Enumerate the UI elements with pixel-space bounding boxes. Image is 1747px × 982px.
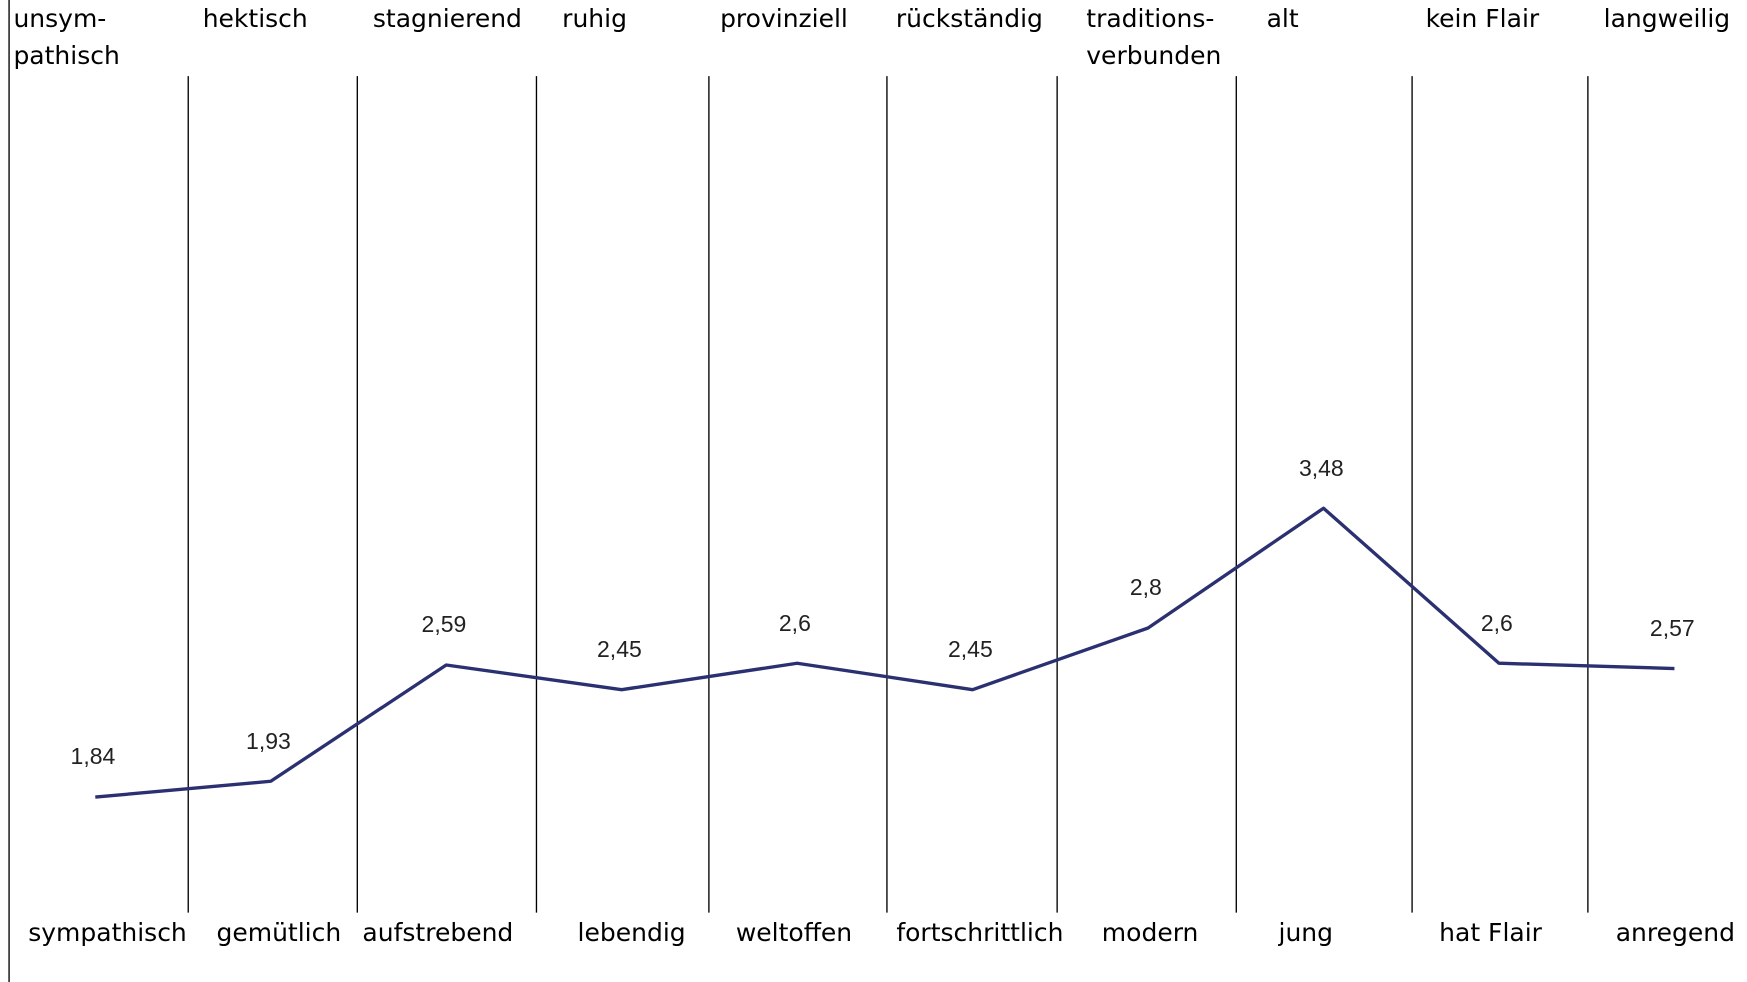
pole-label-negative: alt [1266, 4, 1299, 33]
pole-label-negative: stagnierend [372, 4, 522, 33]
pole-label-negative: provinziell [720, 4, 848, 33]
value-label: 2,57 [1649, 614, 1695, 641]
pole-label-negative: langweilig [1603, 4, 1731, 33]
pole-label-negative: traditions- verbunden [1086, 4, 1222, 70]
pole-label-positive: aufstrebend [362, 917, 514, 947]
pole-label-positive: sympathisch [28, 917, 187, 947]
value-label: 2,8 [1129, 574, 1162, 601]
pole-label-positive: hat Flair [1439, 917, 1542, 947]
pole-label-negative: unsym- pathisch [13, 4, 120, 70]
value-label: 2,45 [597, 635, 642, 662]
pole-label-negative: hektisch [202, 4, 308, 33]
pole-label-positive: anregend [1615, 917, 1735, 947]
value-label: 1,84 [70, 743, 116, 770]
pole-label-positive: modern [1101, 917, 1199, 947]
pole-label-positive: jung [1278, 917, 1334, 947]
value-label: 2,45 [947, 635, 993, 662]
value-label: 3,48 [1298, 454, 1344, 481]
value-label: 2,59 [421, 611, 467, 638]
profile-line [95, 506, 1675, 799]
value-label: 1,93 [246, 727, 291, 754]
value-label: 2,6 [778, 609, 811, 636]
pole-label-positive: gemütlich [216, 917, 342, 947]
pole-label-negative: rückständig [895, 4, 1043, 33]
pole-label-positive: lebendig [577, 917, 686, 947]
pole-label-negative: kein Flair [1425, 4, 1540, 33]
pole-label-positive: fortschrittlich [896, 917, 1064, 947]
pole-label-negative: ruhig [562, 4, 627, 33]
pole-label-positive: weltoffen [735, 917, 853, 947]
value-label: 2,6 [1480, 609, 1513, 636]
